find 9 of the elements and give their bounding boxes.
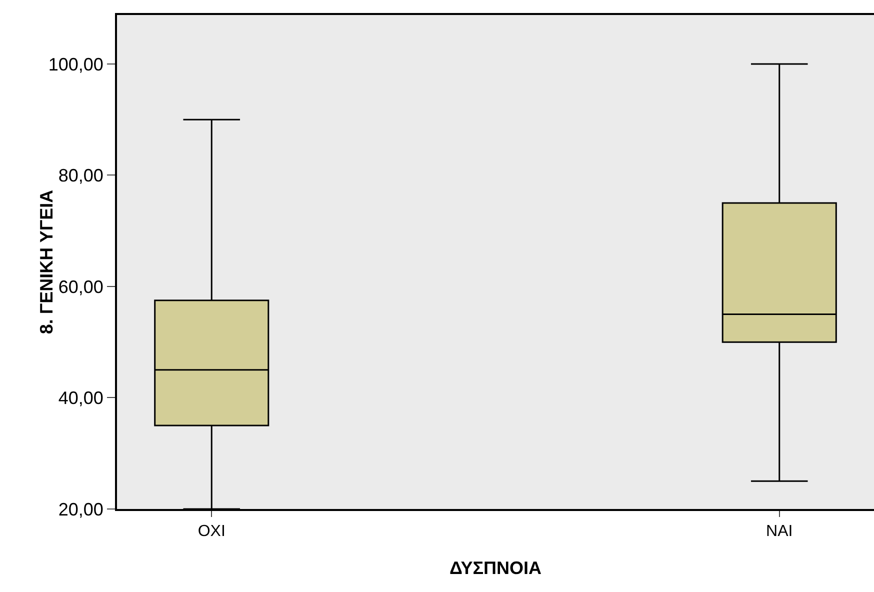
x-tick-label: ΝΑΙ [766, 523, 793, 540]
y-axis-title: 8. ΓΕΝΙΚΗ ΥΓΕΙΑ [36, 190, 56, 334]
y-tick-label: 80,00 [58, 166, 104, 186]
y-tick-label: 60,00 [58, 276, 104, 297]
x-tick-label: ΟΧΙ [198, 523, 226, 540]
x-axis-title: ΔΥΣΠΝΟΙΑ [449, 558, 542, 578]
y-tick-label: 100,00 [48, 54, 104, 74]
y-tick-label: 20,00 [58, 499, 104, 520]
y-tick-label: 40,00 [58, 388, 104, 408]
